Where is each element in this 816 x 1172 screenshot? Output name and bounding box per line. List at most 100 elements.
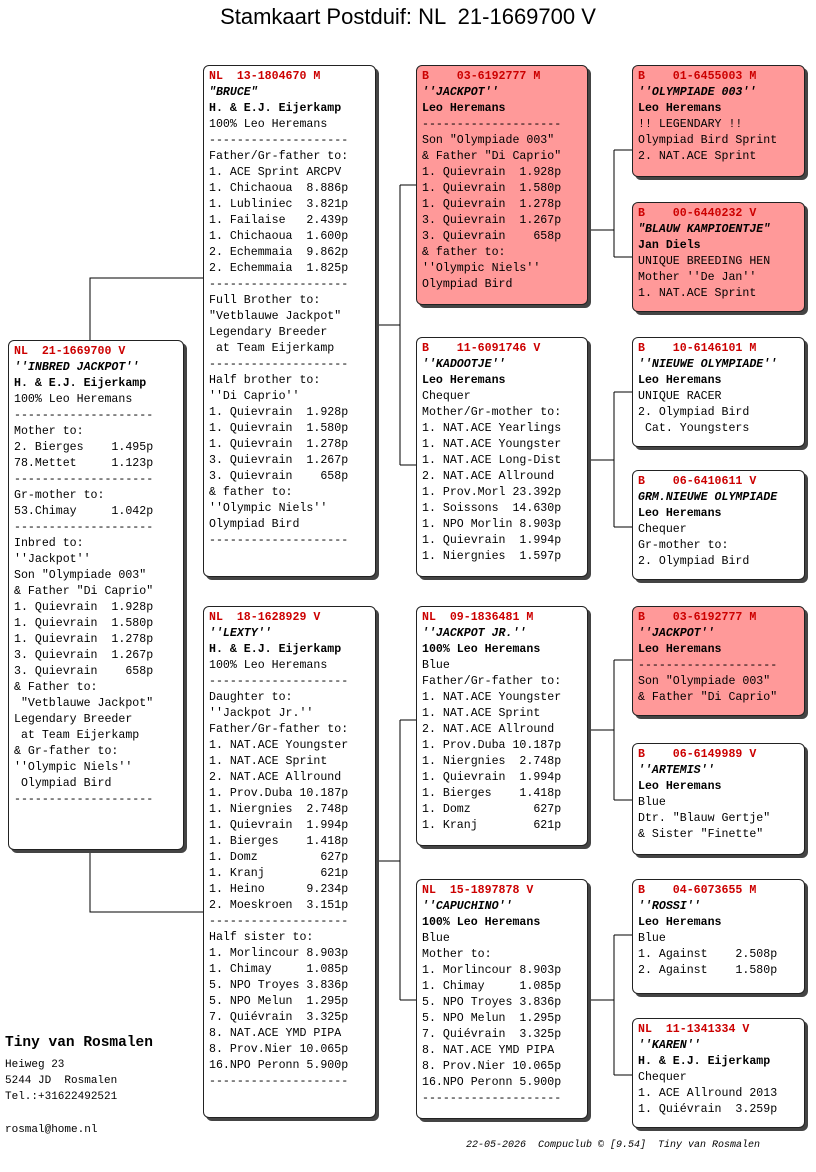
card-line: 8. Prov.Nier 10.065p — [209, 1043, 349, 1056]
card-line: 1. Lubliniec 3.821p — [209, 198, 349, 211]
card-line: 2. Bierges 1.495p — [14, 441, 154, 454]
card-line: 1. Prov.Duba 10.187p — [209, 787, 349, 800]
card-line: Leo Heremans — [638, 643, 722, 656]
card-line: 2. NAT.ACE Allround — [422, 723, 555, 736]
card-line: -------------------- — [209, 358, 349, 371]
pigeon-card: NL 18-1628929 V ''LEXTY'' H. & E.J. Eijerk… — [203, 606, 376, 1118]
ring-number: NL 09-1836481 M — [422, 611, 534, 624]
owner-email: rosmal@home.nl — [5, 1124, 98, 1136]
card-line: 1. Bierges 1.418p — [209, 835, 349, 848]
card-line: -------------------- — [209, 675, 349, 688]
pigeon-name: ''JACKPOT'' — [638, 627, 715, 640]
card-line: 5. NPO Melun 1.295p — [209, 995, 349, 1008]
card-line: 1. Prov.Duba 10.187p — [422, 739, 562, 752]
pigeon-name: ''OLYMPIADE 003'' — [638, 86, 757, 99]
pigeon-card: B 01-6455003 M ''OLYMPIADE 003'' Leo Herem… — [632, 65, 805, 177]
card-line: Mother/Gr-mother to: — [422, 406, 562, 419]
card-line: "Vetblauwe Jackpot" — [14, 697, 154, 710]
card-line: Son "Olympiade 003" — [14, 569, 147, 582]
card-line: 3. Quievrain 658p — [14, 665, 154, 678]
pigeon-card: B 00-6440232 V "BLAUW KAMPIOENTJE" Jan Die… — [632, 202, 805, 312]
card-line: 1. Quievrain 1.278p — [422, 198, 562, 211]
card-line: 2. Against 1.580p — [638, 964, 778, 977]
card-line: -------------------- — [638, 659, 778, 672]
card-line: 1. Niergnies 2.748p — [422, 755, 562, 768]
card-line: 1. Morlincour 8.903p — [209, 947, 349, 960]
card-line: 8. NAT.ACE YMD PIPA — [422, 1044, 555, 1057]
ring-number: B 11-6091746 V — [422, 342, 541, 355]
card-line: Son "Olympiade 003" — [422, 134, 555, 147]
card-line: ''Olympic Niels'' — [422, 262, 541, 275]
owner-address: 5244 JD Rosmalen — [5, 1075, 118, 1087]
card-line: 16.NPO Peronn 5.900p — [209, 1059, 349, 1072]
pigeon-name: ''LEXTY'' — [209, 627, 272, 640]
card-line: 1. Morlincour 8.903p — [422, 964, 562, 977]
card-line: & Father "Di Caprio" — [422, 150, 562, 163]
card-line: -------------------- — [14, 793, 154, 806]
pigeon-name: ''JACKPOT JR.'' — [422, 627, 527, 640]
card-line: 8. Prov.Nier 10.065p — [422, 1060, 562, 1073]
ring-number: B 04-6073655 M — [638, 884, 757, 897]
card-line: 8. NAT.ACE YMD PIPA — [209, 1027, 342, 1040]
pigeon-card: B 10-6146101 M ''NIEUWE OLYMPIADE'' Leo He… — [632, 337, 805, 447]
card-line: -------------------- — [209, 134, 349, 147]
pigeon-card: NL 21-1669700 V ''INBRED JACKPOT'' H. & E.… — [8, 340, 184, 850]
card-line: & Father "Di Caprio" — [638, 691, 778, 704]
card-line: -------------------- — [422, 1092, 562, 1105]
ring-number: NL 11-1341334 V — [638, 1023, 750, 1036]
card-line: 1. Chimay 1.085p — [422, 980, 562, 993]
card-line: Blue — [422, 659, 450, 672]
card-line: Olympiad Bird — [14, 777, 112, 790]
card-line: Full Brother to: — [209, 294, 321, 307]
card-line: 1. NAT.ACE Youngster — [209, 739, 349, 752]
card-line: at Team Eijerkamp — [14, 729, 140, 742]
card-line: UNIQUE BREEDING HEN — [638, 255, 771, 268]
pigeon-card: B 04-6073655 M ''ROSSI'' Leo Heremans Blue 1… — [632, 879, 805, 994]
card-line: 5. NPO Troyes 3.836p — [422, 996, 562, 1009]
card-line: 1. NAT.ACE Sprint — [422, 707, 541, 720]
card-line: & father to: — [422, 246, 506, 259]
card-line: ''Olympic Niels'' — [14, 761, 133, 774]
card-line: 2. Echemmaia 1.825p — [209, 262, 349, 275]
card-line: 1. Quievrain 1.580p — [422, 182, 562, 195]
card-line: 1. Quievrain 1.580p — [209, 422, 349, 435]
card-line: 1. Niergnies 1.597p — [422, 550, 562, 563]
card-line: 1. Chichaoua 8.886p — [209, 182, 349, 195]
card-line: -------------------- — [422, 118, 562, 131]
card-line: Legendary Breeder — [14, 713, 133, 726]
card-line: 2. Echemmaia 9.862p — [209, 246, 349, 259]
card-line: & Father to: — [14, 681, 98, 694]
card-line: Chequer — [638, 1071, 687, 1084]
pigeon-name: ''ROSSI'' — [638, 900, 701, 913]
card-line: 1. Quievrain 1.580p — [14, 617, 154, 630]
connector — [588, 149, 632, 258]
pigeon-card: NL 13-1804670 M "BRUCE" H. & E.J. Eijerkam… — [203, 65, 376, 577]
card-line: 1. NAT.ACE Youngster — [422, 691, 562, 704]
ring-number: B 00-6440232 V — [638, 207, 757, 220]
card-line: Leo Heremans — [422, 102, 506, 115]
card-line: H. & E.J. Eijerkamp — [209, 102, 342, 115]
card-line: Chequer — [638, 523, 687, 536]
card-line: Father/Gr-father to: — [209, 723, 349, 736]
card-line: 2. NAT.ACE Allround — [209, 771, 342, 784]
ring-number: NL 18-1628929 V — [209, 611, 321, 624]
pigeon-name: "BRUCE" — [209, 86, 258, 99]
card-line: 1. ACE Sprint ARCPV — [209, 166, 342, 179]
card-line: 1. Quievrain 1.278p — [14, 633, 154, 646]
card-line: Olympiad Bird — [209, 518, 300, 531]
card-line: Blue — [638, 796, 666, 809]
card-line: Father/Gr-father to: — [209, 150, 349, 163]
pigeon-card: B 03-6192777 M ''JACKPOT'' Leo Heremans ---… — [632, 606, 805, 716]
card-line: Dtr. "Blauw Gertje" — [638, 812, 771, 825]
pigeon-name: ''CAPUCHINO'' — [422, 900, 513, 913]
card-line: Leo Heremans — [638, 507, 722, 520]
ring-number: NL 13-1804670 M — [209, 70, 321, 83]
card-line: Mother ''De Jan'' — [638, 271, 757, 284]
card-line: Mother to: — [14, 425, 84, 438]
pigeon-card: B 06-6410611 V GRM.NIEUWE OLYMPIADE Leo He… — [632, 470, 805, 580]
pigeon-card: B 06-6149989 V ''ARTEMIS'' Leo Heremans Blu… — [632, 743, 805, 855]
pigeon-card: NL 15-1897878 V ''CAPUCHINO'' 100% Leo Her… — [416, 879, 588, 1119]
card-line: Cat. Youngsters — [638, 422, 750, 435]
card-line: Gr-mother to: — [638, 539, 729, 552]
card-line: Gr-mother to: — [14, 489, 105, 502]
